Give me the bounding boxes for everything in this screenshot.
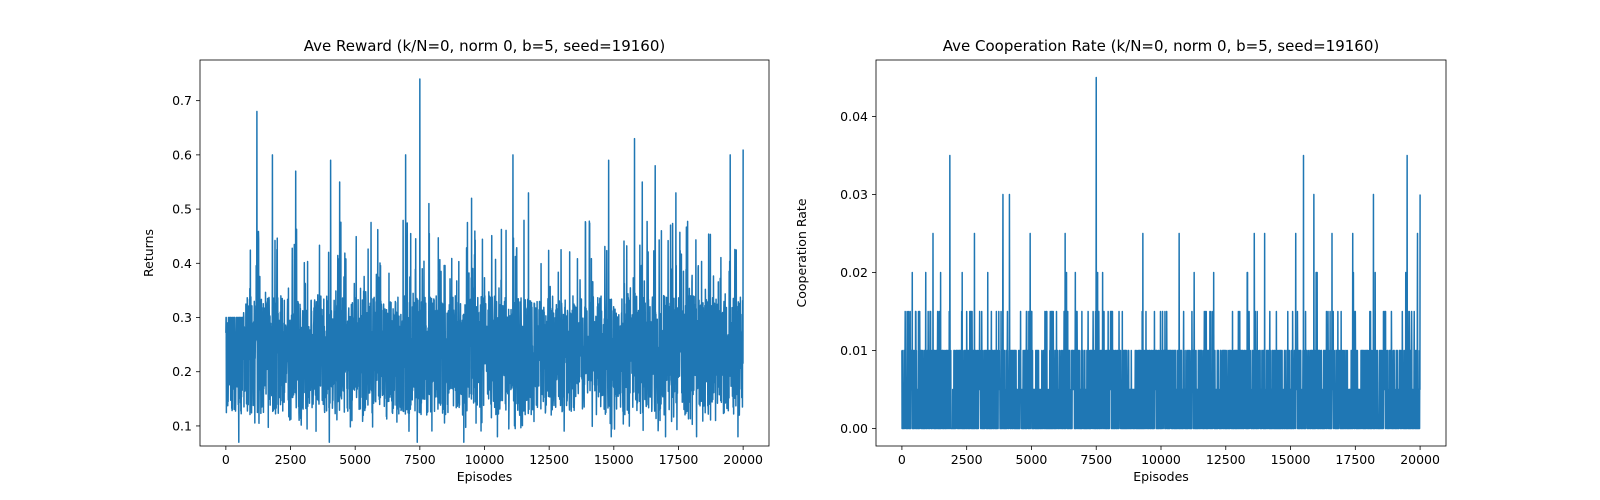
reward-y-axis-label: Returns (141, 229, 156, 277)
cooperation-xtick-label: 5000 (1016, 452, 1048, 467)
reward-xtick-label: 17500 (659, 452, 699, 467)
cooperation-ytick-label: 0.03 (840, 187, 868, 202)
reward-xtick-label: 0 (222, 452, 230, 467)
reward-x-axis-label: Episodes (457, 469, 513, 484)
cooperation-xtick-label: 2500 (951, 452, 983, 467)
cooperation-series-line (901, 76, 1421, 430)
cooperation-xtick-label: 15000 (1271, 452, 1311, 467)
cooperation-xtick-label: 10000 (1141, 452, 1181, 467)
reward-xtick-label: 10000 (465, 452, 505, 467)
reward-xtick-label: 20000 (723, 452, 763, 467)
cooperation-title: Ave Cooperation Rate (k/N=0, norm 0, b=5… (943, 37, 1379, 55)
reward-xtick-label: 12500 (529, 452, 569, 467)
cooperation-ytick-label: 0.02 (840, 265, 868, 280)
reward-xtick-label: 15000 (594, 452, 634, 467)
reward-ytick-label: 0.7 (172, 93, 192, 108)
reward-title: Ave Reward (k/N=0, norm 0, b=5, seed=191… (304, 37, 666, 55)
cooperation-xtick-label: 7500 (1080, 452, 1112, 467)
reward-series-line (225, 78, 744, 443)
cooperation-xtick-label: 12500 (1206, 452, 1246, 467)
reward-chart: 0 2500 5000 7500 10000 12500 15000 17500 20000 0.… (141, 37, 770, 484)
reward-xtick-label: 7500 (404, 452, 436, 467)
cooperation-y-axis-label: Cooperation Rate (794, 198, 809, 307)
reward-ytick-label: 0.5 (172, 202, 192, 217)
cooperation-chart: 0 2500 5000 7500 10000 12500 15000 17500 20000 0.… (794, 37, 1447, 484)
cooperation-x-axis-label: Episodes (1133, 469, 1189, 484)
cooperation-xtick-label: 0 (898, 452, 906, 467)
cooperation-ytick-label: 0.04 (840, 109, 868, 124)
reward-xtick-label: 5000 (339, 452, 371, 467)
cooperation-ytick-label: 0.01 (840, 343, 868, 358)
reward-ytick-label: 0.2 (172, 364, 192, 379)
reward-ytick-label: 0.6 (172, 147, 192, 162)
reward-ytick-label: 0.4 (172, 256, 192, 271)
cooperation-xtick-label: 20000 (1400, 452, 1440, 467)
reward-ytick-label: 0.3 (172, 310, 192, 325)
reward-ytick-label: 0.1 (172, 418, 192, 433)
cooperation-xtick-label: 17500 (1335, 452, 1375, 467)
cooperation-ytick-label: 0.00 (840, 421, 868, 436)
reward-xtick-label: 2500 (275, 452, 307, 467)
